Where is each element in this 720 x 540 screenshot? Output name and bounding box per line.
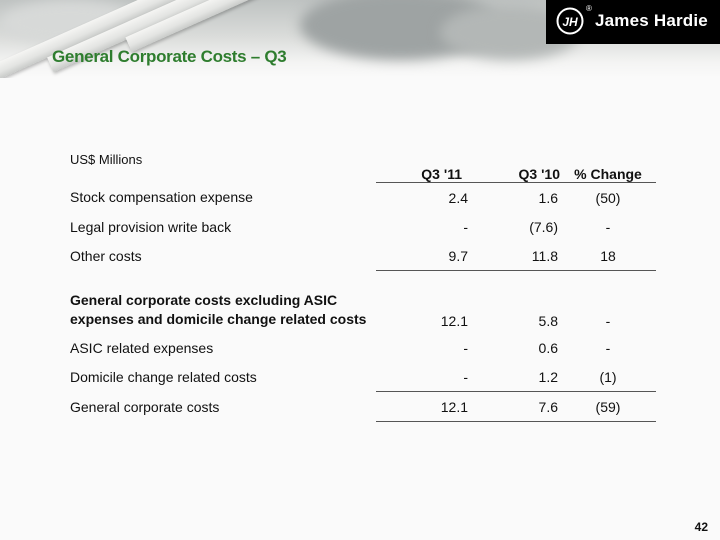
row-label: General corporate costs excluding ASIC e… — [70, 292, 367, 327]
subtotal-row: General corporate costs excluding ASIC e… — [64, 270, 656, 333]
column-header-change: % Change — [560, 160, 656, 183]
cell-q3-10: 11.8 — [531, 247, 558, 264]
row-label: Domicile change related costs — [70, 368, 257, 385]
cell-q3-10: 1.2 — [538, 368, 558, 385]
total-row: General corporate costs 12.1 7.6 (59) — [64, 391, 656, 422]
cell-q3-11: - — [463, 339, 468, 356]
cell-q3-11: - — [463, 218, 468, 235]
cell-q3-11: 12.1 — [376, 391, 470, 422]
cell-change: - — [560, 270, 656, 333]
cell-change: 18 — [600, 247, 616, 264]
cell-q3-11: - — [463, 368, 468, 385]
corporate-costs-table: Q3 '11 Q3 '10 % Change Stock compensatio… — [64, 160, 656, 422]
row-label: Legal provision write back — [70, 218, 232, 235]
table-row: Other costs 9.7 11.8 18 — [64, 241, 656, 271]
row-label: Other costs — [70, 247, 142, 264]
cell-change: (1) — [599, 368, 617, 385]
table-header-row: Q3 '11 Q3 '10 % Change — [64, 160, 656, 183]
column-header-q3-11: Q3 '11 — [376, 160, 470, 183]
cell-q3-11: 12.1 — [376, 270, 470, 333]
cell-q3-10: 7.6 — [470, 391, 560, 422]
jh-monogram-icon: JH — [556, 7, 584, 35]
cell-change: (50) — [595, 189, 621, 206]
table-row: Domicile change related costs - 1.2 (1) — [64, 362, 656, 392]
registered-mark: ® — [586, 4, 592, 13]
cell-q3-10: 0.6 — [538, 339, 558, 356]
cell-q3-11: 2.4 — [448, 189, 468, 206]
header-blank-cell — [64, 160, 376, 183]
cell-change: - — [605, 218, 611, 235]
cell-change: - — [605, 339, 611, 356]
column-header-q3-10: Q3 '10 — [470, 160, 560, 183]
row-label: ASIC related expenses — [70, 339, 214, 356]
james-hardie-logo: JH ® James Hardie — [546, 0, 720, 44]
brand-name: James Hardie — [595, 11, 708, 30]
cell-change: (59) — [560, 391, 656, 422]
table-row: ASIC related expenses - 0.6 - — [64, 333, 656, 362]
row-label: General corporate costs — [70, 398, 220, 415]
page-title: General Corporate Costs – Q3 — [52, 47, 287, 66]
cell-q3-10: (7.6) — [529, 218, 558, 235]
logo-initials: JH — [562, 15, 578, 29]
cell-q3-10: 5.8 — [470, 270, 560, 333]
cell-q3-11: 9.7 — [448, 247, 468, 264]
cell-q3-10: 1.6 — [538, 189, 558, 206]
table-row: Stock compensation expense 2.4 1.6 (50) — [64, 183, 656, 213]
table-row: Legal provision write back - (7.6) - — [64, 212, 656, 241]
row-label: Stock compensation expense — [70, 189, 253, 206]
units-label: US$ Millions — [70, 152, 143, 167]
page-number: 42 — [694, 520, 708, 534]
